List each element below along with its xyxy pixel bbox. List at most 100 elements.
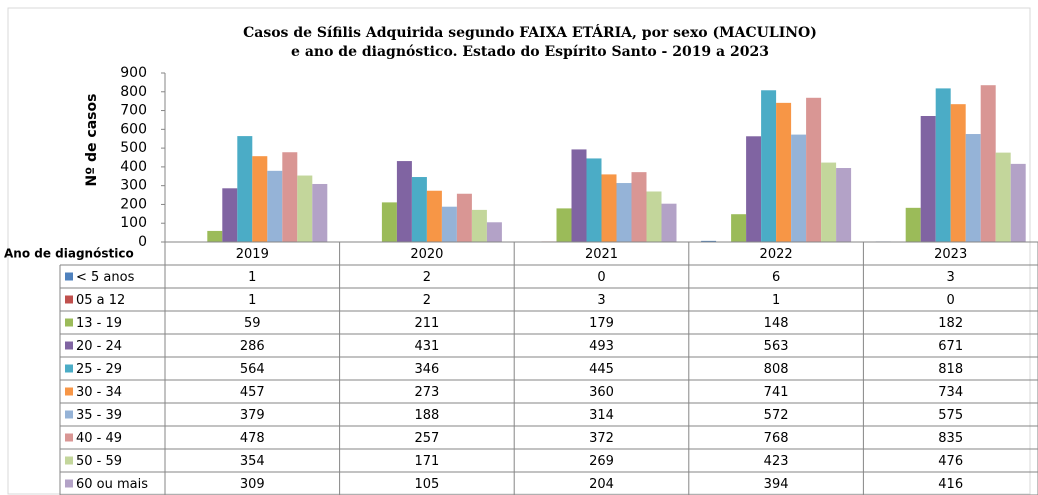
bar [821,162,837,242]
bar [935,88,951,242]
legend-key [65,295,73,304]
y-tick-label: 500 [120,140,147,156]
legend-label: 40 - 49 [76,431,122,446]
bar [471,209,487,242]
table-value: 476 [938,454,963,469]
table-value: 1 [248,293,256,308]
table-value: 314 [589,408,614,423]
table-value: 105 [414,477,439,492]
bar [411,177,427,242]
table-value: 1 [772,293,780,308]
legend-key [65,272,73,281]
bar [631,172,647,242]
bar [701,240,717,242]
table-header: Ano de diagnóstico [4,247,134,261]
table-value: 360 [589,385,614,400]
table-value: 179 [589,316,614,331]
table-value: 734 [938,385,963,400]
bar [905,207,921,242]
bar [980,85,996,242]
x-tick-label: 2021 [585,247,618,262]
bar [486,222,502,242]
legend-key [65,341,73,350]
bar [731,214,747,242]
bar [995,152,1011,242]
table-value: 808 [764,362,789,377]
bar [297,175,313,242]
bar [396,161,412,242]
legend-label: 60 ou mais [76,477,148,492]
table-value: 379 [240,408,265,423]
y-tick-label: 700 [120,103,147,119]
table-value: 2 [423,270,431,285]
legend-key [65,364,73,373]
bar [426,190,442,242]
bar [746,136,762,242]
bar [791,134,807,242]
legend-label: 13 - 19 [76,316,122,331]
table-value: 478 [240,431,265,446]
y-tick-label: 0 [138,234,147,250]
table-value: 269 [589,454,614,469]
bar [282,152,298,242]
legend-label: < 5 anos [76,270,135,285]
bar [965,134,981,242]
table-value: 394 [764,477,789,492]
table-value: 309 [240,477,265,492]
legend-label: 05 a 12 [76,293,125,308]
table-value: 563 [764,339,789,354]
table-value: 671 [938,339,963,354]
table-value: 372 [589,431,614,446]
legend-label: 35 - 39 [76,408,122,423]
bar [312,183,328,242]
table-value: 457 [240,385,265,400]
bar [646,191,662,242]
table-value: 0 [597,270,605,285]
x-tick-label: 2022 [760,247,793,262]
legend-key [65,456,73,465]
legend-label: 50 - 59 [76,454,122,469]
y-tick-label: 100 [120,215,147,231]
table-value: 188 [414,408,439,423]
bar [586,158,602,242]
table-value: 148 [764,316,789,331]
bar [252,156,268,242]
y-tick-label: 200 [120,196,147,212]
table-value: 564 [240,362,265,377]
bar [381,202,397,242]
legend-key [65,318,73,327]
table-value: 572 [764,408,789,423]
table-value: 346 [414,362,439,377]
chart-title: Casos de Sífilis Adquirida segundo FAIXA… [243,23,817,41]
y-tick-label: 600 [120,121,147,137]
y-tick-label: 300 [120,178,147,194]
table-value: 0 [947,293,955,308]
table-value: 431 [414,339,439,354]
bar [920,116,936,242]
bar [207,230,223,242]
table-value: 2 [423,293,431,308]
table-value: 3 [947,270,955,285]
bar [601,174,617,242]
table-value: 6 [772,270,780,285]
legend-label: 30 - 34 [76,385,122,400]
bar [661,203,677,242]
bar [267,170,283,242]
chart-border [7,7,1031,495]
table-value: 835 [938,431,963,446]
table-value: 257 [414,431,439,446]
table-value: 59 [244,316,261,331]
table-value: 416 [938,477,963,492]
y-axis-label: Nº de casos [84,94,100,187]
legend-label: 20 - 24 [76,339,122,354]
chart-title: e ano de diagnóstico. Estado do Espírito… [291,44,769,60]
bar [556,208,572,242]
y-tick-label: 400 [120,159,147,175]
legend-key [65,387,73,396]
table-value: 211 [414,316,439,331]
table-value: 423 [764,454,789,469]
legend-key [65,433,73,442]
table-value: 286 [240,339,265,354]
table-value: 741 [764,385,789,400]
